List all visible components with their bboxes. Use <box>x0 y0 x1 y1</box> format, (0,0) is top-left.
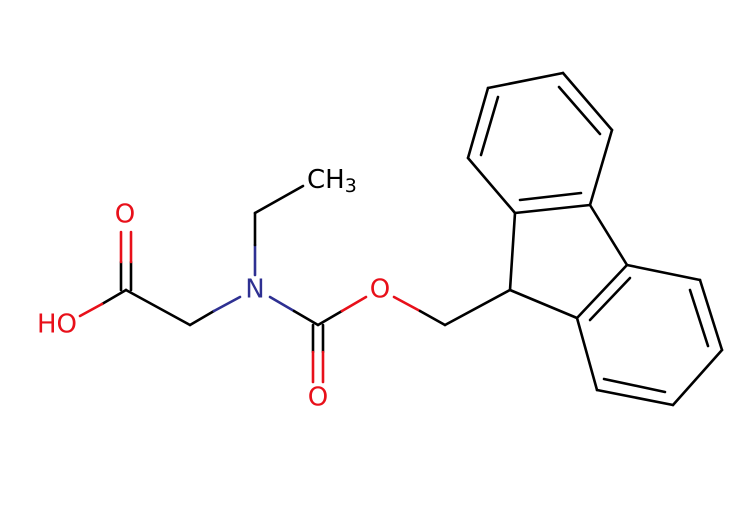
bond <box>557 85 602 136</box>
atom-labels: O HO N CH3 O O <box>37 165 390 413</box>
bond <box>212 295 242 313</box>
bond <box>698 278 724 352</box>
atom-label: HO <box>37 310 77 340</box>
bond <box>688 288 710 348</box>
atom-subscript: 3 <box>345 175 357 197</box>
bond <box>100 288 128 306</box>
atom-text: CH <box>307 165 345 195</box>
bond <box>508 211 517 292</box>
bond <box>479 95 500 157</box>
bond <box>124 288 192 327</box>
bond <box>595 388 675 407</box>
bond <box>78 302 104 318</box>
atom-label: O <box>115 200 135 230</box>
bond <box>575 263 629 320</box>
bond <box>486 71 565 90</box>
atom-label: N <box>245 275 264 305</box>
bond <box>625 263 702 282</box>
bond <box>316 309 344 327</box>
bond <box>575 316 599 392</box>
atom-label: CH3 <box>307 165 357 197</box>
bond <box>392 295 422 313</box>
bond <box>443 288 512 327</box>
bond <box>602 377 667 394</box>
bond <box>340 295 368 313</box>
bonds <box>78 71 724 407</box>
bond <box>588 203 629 267</box>
bond <box>588 128 614 207</box>
bond <box>508 288 579 320</box>
bond <box>518 191 583 202</box>
bond <box>561 71 614 132</box>
bond <box>466 156 517 215</box>
atom-label: O <box>370 275 390 305</box>
bond <box>588 276 632 322</box>
bond <box>268 295 296 313</box>
bond <box>671 348 724 407</box>
bond <box>292 309 320 327</box>
bond <box>466 86 490 160</box>
bond <box>253 184 305 215</box>
bond <box>513 203 592 215</box>
bond <box>188 309 216 327</box>
atom-label: O <box>308 383 328 413</box>
bond <box>418 309 447 327</box>
